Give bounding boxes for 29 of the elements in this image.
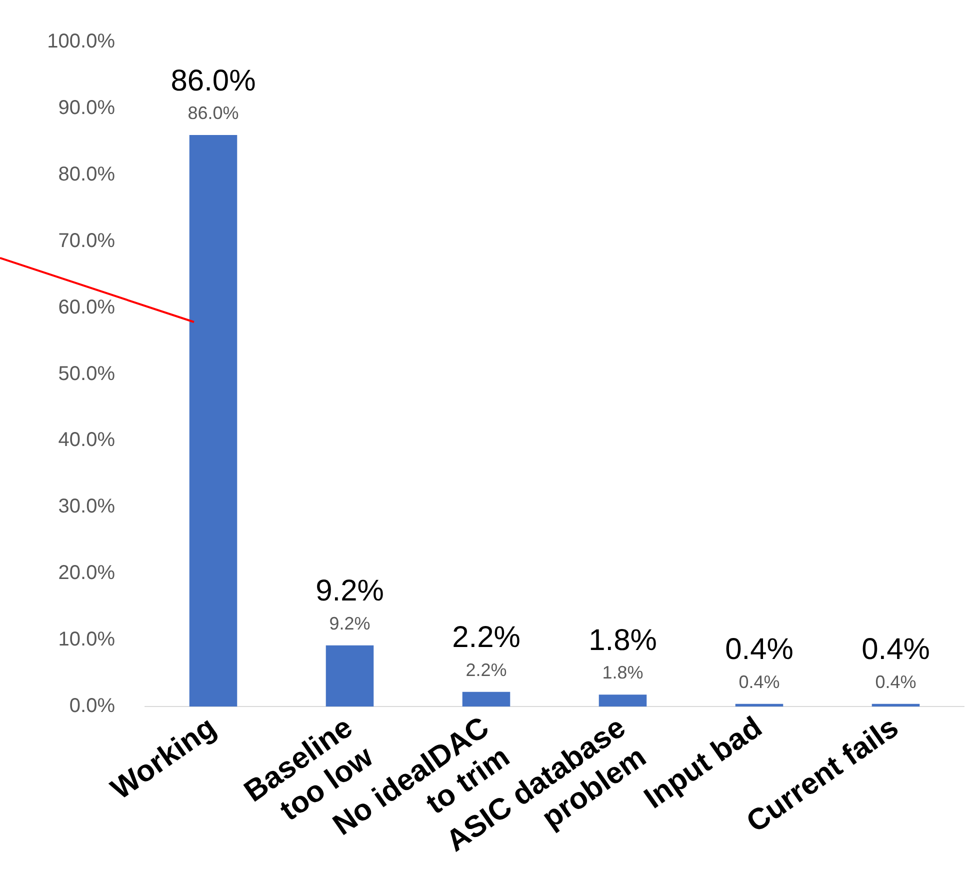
data-label: 86.0%	[188, 103, 239, 124]
annotation: 9.2%	[316, 574, 384, 608]
bar	[872, 704, 920, 707]
y-tick-label: 100.0%	[47, 30, 116, 53]
bar	[735, 704, 784, 707]
data-label: 0.4%	[875, 672, 916, 692]
bar	[598, 694, 647, 707]
y-tick-label: 70.0%	[58, 230, 116, 252]
y-tick-label: 0.0%	[69, 695, 116, 718]
y-tick-label: 10.0%	[58, 628, 116, 651]
y-tick-label: 40.0%	[58, 429, 116, 452]
bar	[189, 135, 238, 707]
data-label: 0.4%	[738, 672, 780, 692]
y-tick-label: 30.0%	[58, 496, 116, 518]
y-tick-label: 20.0%	[58, 562, 116, 584]
data-label: 1.8%	[602, 662, 644, 683]
y-tick-label: 80.0%	[58, 163, 116, 186]
annotation: 0.4%	[862, 633, 930, 666]
y-tick-label: 50.0%	[58, 362, 116, 385]
y-tick-label: 90.0%	[58, 96, 116, 119]
bar	[462, 692, 510, 707]
y-tick-label: 60.0%	[58, 296, 116, 318]
annotation: 2.2%	[452, 621, 520, 654]
annotation: 86.0%	[170, 64, 256, 98]
annotation: 1.8%	[588, 624, 657, 657]
bar	[326, 645, 374, 707]
annotation: 0.4%	[725, 633, 794, 666]
data-label: 2.2%	[466, 660, 507, 680]
data-label: 9.2%	[329, 613, 370, 634]
